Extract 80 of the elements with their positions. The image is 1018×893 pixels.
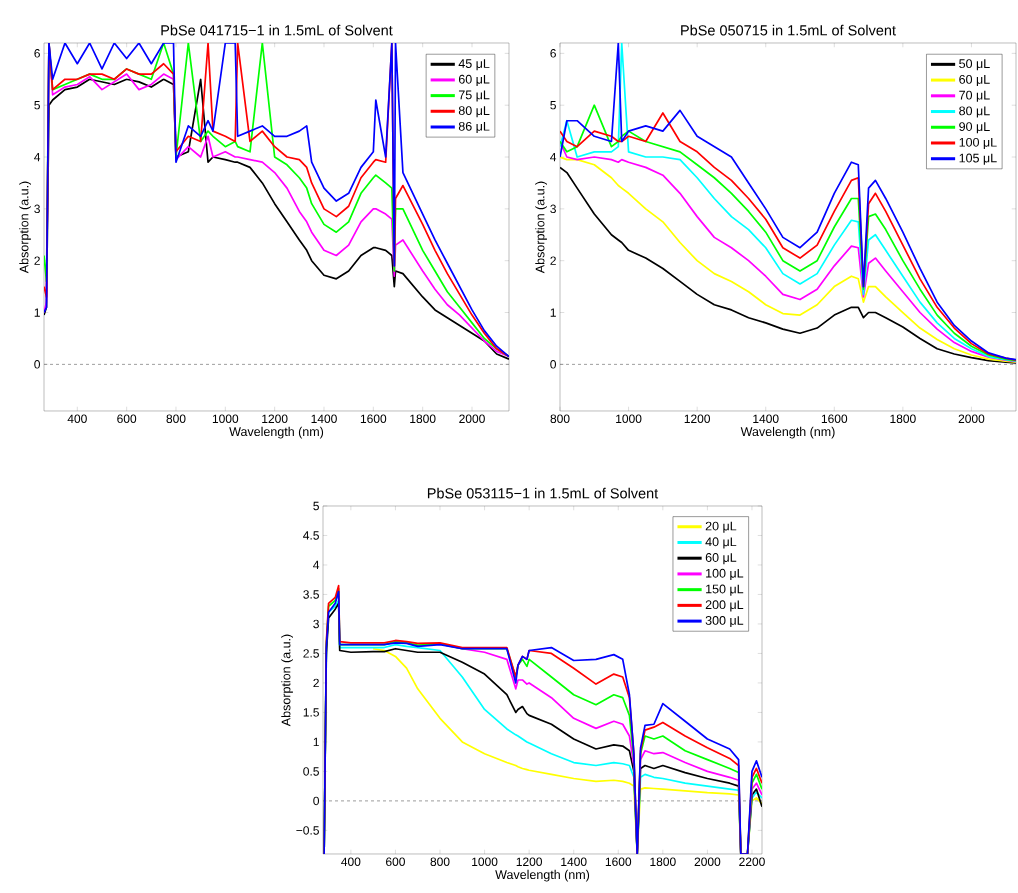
- legend-label: 60 μL: [458, 74, 490, 86]
- x-tick-label: 600: [386, 857, 405, 867]
- legend-label: 86 μL: [458, 121, 490, 134]
- x-tick-label: 1000: [212, 414, 239, 424]
- x-tick-label: 1000: [472, 857, 498, 867]
- y-tick-label: 1: [550, 308, 556, 317]
- y-tick-label: 3: [313, 619, 319, 629]
- y-tick-label: 4: [550, 152, 557, 162]
- x-tick-label: 800: [166, 414, 186, 424]
- legend-label: 45 μL: [458, 59, 490, 71]
- y-tick-label: 4.5: [303, 531, 319, 540]
- legend-label: 60 μL: [705, 553, 737, 565]
- y-tick-label: 1: [313, 737, 319, 747]
- x-tick-label: 1400: [561, 857, 587, 867]
- legend-label: 80 μL: [959, 106, 990, 118]
- legend-label: 40 μL: [705, 537, 737, 549]
- legend-label: 100 μL: [959, 137, 997, 149]
- y-tick-label: 2.5: [303, 649, 319, 658]
- x-tick-label: 1000: [616, 414, 642, 424]
- x-tick-label: 1200: [516, 857, 543, 867]
- y-tick-label: 2: [550, 256, 556, 265]
- y-tick-label: 0: [550, 360, 557, 369]
- x-tick-label: 2000: [459, 414, 485, 424]
- legend-label: 75 μL: [458, 90, 490, 102]
- y-tick-label: 2: [34, 256, 40, 265]
- y-tick-label: 1: [34, 308, 40, 317]
- y-tick-label: 6: [550, 49, 556, 58]
- x-tick-label: 1600: [360, 414, 387, 424]
- legend-label: 70 μL: [959, 90, 990, 102]
- x-tick-label: 1600: [821, 414, 848, 424]
- y-axis-title: Absorption (a.u.): [281, 634, 293, 727]
- legend-label: 105 μL: [959, 153, 997, 165]
- y-tick-label: 0: [34, 360, 41, 369]
- x-axis-title: Wavelength (nm): [740, 426, 835, 439]
- x-tick-label: 1200: [684, 414, 711, 424]
- y-tick-label: 4: [34, 152, 41, 162]
- y-tick-label: 3.5: [303, 590, 319, 599]
- x-tick-label: 400: [341, 857, 361, 867]
- x-tick-label: 800: [430, 857, 450, 867]
- chart-title: PbSe 053115−1 in 1.5mL of Solvent: [427, 487, 659, 499]
- y-tick-label: 5: [313, 501, 319, 511]
- legend-label: 20 μL: [705, 521, 737, 533]
- y-axis-title: Absorption (a.u.): [535, 181, 547, 274]
- y-tick-label: 2: [313, 678, 319, 688]
- legend-label: 60 μL: [959, 74, 990, 87]
- chart-title: PbSe 041715−1 in 1.5mL of Solvent: [161, 24, 393, 36]
- x-tick-label: 1800: [890, 414, 916, 424]
- legend-label: 100 μL: [706, 568, 744, 580]
- y-tick-label: −0.5: [296, 826, 319, 835]
- y-tick-label: 0.5: [303, 767, 319, 776]
- legend-label: 80 μL: [458, 106, 490, 118]
- x-tick-label: 1800: [650, 857, 676, 867]
- y-axis-title: Absorption (a.u.): [19, 181, 31, 274]
- y-tick-label: 6: [34, 49, 40, 58]
- x-axis-title: Wavelength (nm): [229, 426, 324, 439]
- x-tick-label: 600: [117, 414, 137, 424]
- x-tick-label: 1200: [262, 414, 288, 424]
- x-tick-label: 2200: [739, 857, 765, 867]
- legend-label: 300 μL: [705, 616, 744, 628]
- y-tick-label: 5: [34, 101, 40, 110]
- legend-label: 150 μL: [706, 584, 744, 596]
- x-tick-label: 400: [67, 414, 87, 424]
- y-tick-label: 5: [550, 101, 556, 110]
- x-tick-label: 1800: [410, 414, 436, 424]
- legend-label: 50 μL: [959, 59, 990, 71]
- legend-label: 200 μL: [705, 600, 744, 612]
- chart-title: PbSe 050715 in 1.5mL of Solvent: [681, 24, 896, 36]
- x-tick-label: 2000: [694, 857, 721, 867]
- x-tick-label: 1600: [605, 857, 632, 867]
- y-tick-label: 0: [313, 796, 320, 806]
- x-tick-label: 1400: [311, 414, 337, 424]
- y-tick-label: 4: [313, 560, 320, 570]
- y-tick-label: 1.5: [303, 708, 319, 717]
- legend-label: 90 μL: [959, 122, 990, 134]
- x-axis-title: Wavelength (nm): [495, 869, 590, 882]
- x-tick-label: 800: [550, 414, 570, 424]
- x-tick-label: 2000: [958, 414, 985, 424]
- y-tick-label: 3: [550, 204, 556, 214]
- y-tick-label: 3: [34, 204, 40, 214]
- x-tick-label: 1400: [753, 414, 779, 424]
